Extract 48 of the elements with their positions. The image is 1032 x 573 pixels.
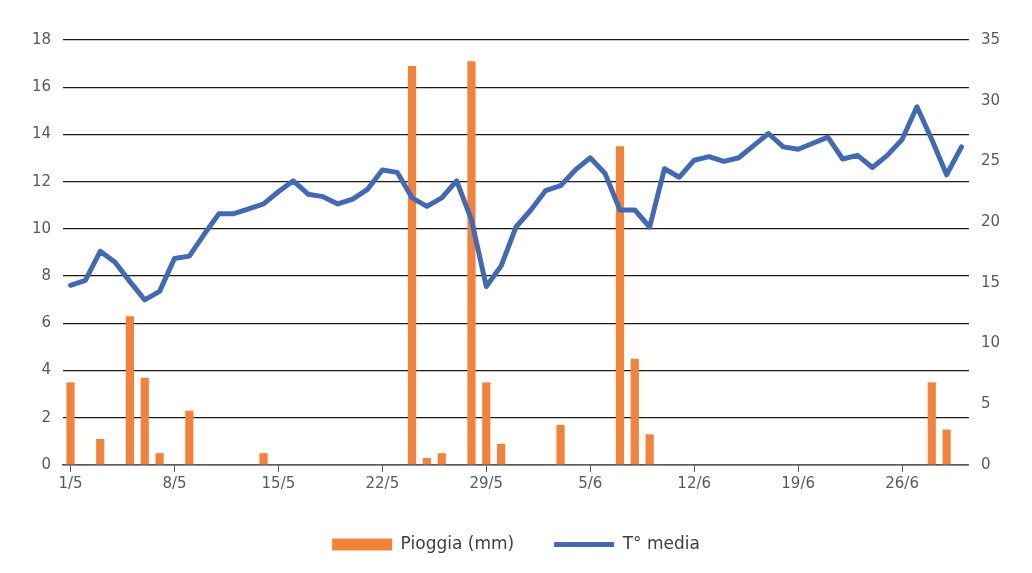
y2-tick-label: 5	[980, 394, 991, 413]
x-tick-label: 29/5	[469, 473, 504, 492]
y-tick-label: 14	[31, 124, 52, 143]
x-tick-label: 1/5	[58, 473, 83, 492]
bar	[185, 410, 194, 465]
y-tick-label: 4	[41, 360, 52, 379]
y-tick-label: 0	[41, 454, 52, 473]
bar	[422, 457, 431, 465]
bar	[125, 316, 134, 465]
y2-tick-label: 10	[980, 333, 1001, 352]
y-tick-label: 6	[41, 313, 52, 332]
y-tick-label: 10	[31, 218, 52, 237]
y-tick-label: 8	[41, 266, 52, 284]
legend-label: T° media	[621, 532, 700, 553]
bar	[556, 424, 565, 465]
bar	[630, 358, 639, 465]
y2-tick-label: 30	[980, 90, 1001, 109]
y2-tick-label: 35	[980, 29, 1001, 48]
bar	[96, 439, 105, 465]
bar	[259, 453, 268, 465]
bar	[645, 434, 654, 465]
x-tick-label: 26/6	[885, 473, 919, 492]
x-tick-label: 15/5	[261, 473, 296, 492]
bar	[155, 453, 164, 465]
y2-tick-label: 20	[980, 212, 1001, 231]
x-tick-label: 22/5	[365, 473, 400, 492]
bar	[467, 61, 476, 465]
x-tick-label: 19/6	[781, 473, 815, 492]
x-tick-label: 12/6	[677, 473, 712, 492]
y2-tick-label: 15	[980, 272, 1001, 291]
bar	[437, 453, 446, 465]
bar	[927, 382, 936, 465]
bar	[407, 65, 417, 465]
y2-tick-label: 0	[980, 454, 991, 473]
y-tick-label: 16	[31, 77, 52, 96]
bar	[482, 382, 491, 465]
bar	[140, 377, 149, 465]
bar	[66, 382, 75, 465]
y-tick-label: 18	[31, 29, 52, 48]
bar	[615, 146, 625, 465]
bar	[942, 429, 951, 465]
x-tick-label: 8/5	[162, 473, 187, 492]
y-tick-label: 2	[41, 407, 52, 426]
y-tick-label: 12	[31, 171, 52, 190]
bar	[497, 443, 506, 465]
x-tick-label: 5/6	[578, 473, 603, 492]
y2-tick-label: 25	[980, 151, 1001, 170]
legend-label: Pioggia (mm)	[400, 532, 515, 553]
